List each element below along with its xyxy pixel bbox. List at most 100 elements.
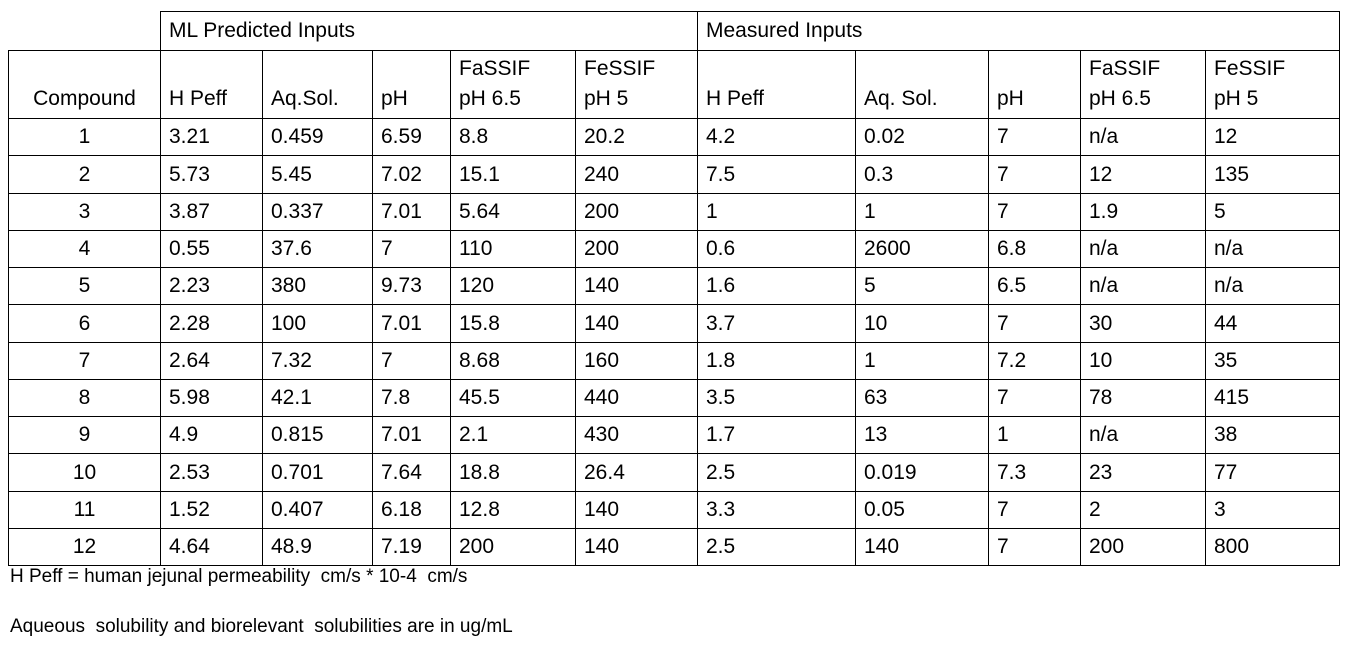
cell-text: 2.5 <box>706 535 736 558</box>
table-cell: 3.3 <box>697 491 856 529</box>
table-cell: 18.8 <box>450 453 576 492</box>
table-cell: 3.87 <box>160 193 263 231</box>
cell-text: n/a <box>1089 237 1119 260</box>
cell-text: 120 <box>459 274 495 297</box>
cell-text: 4 <box>78 237 91 260</box>
table-cell: 6.18 <box>372 491 451 529</box>
cell-text: 240 <box>584 162 620 186</box>
table-cell: 7.2 <box>988 342 1081 380</box>
cell-text: 48.9 <box>271 535 312 558</box>
table-cell: 44 <box>1205 304 1340 343</box>
table-cell: 1 <box>855 193 989 231</box>
cell-text: 2.53 <box>169 460 210 484</box>
cell-text: 160 <box>584 349 620 372</box>
table-cell: 380 <box>262 267 373 305</box>
cell-text: 20.2 <box>584 125 625 148</box>
table-cell: 12 <box>1080 155 1206 194</box>
note: H Peff = human jejunal permeability cm/s… <box>10 566 468 587</box>
table-cell: 3.5 <box>697 379 856 417</box>
cell-text: n/a <box>1089 125 1119 148</box>
cell-text: 12.8 <box>459 498 500 521</box>
table-cell: 2.64 <box>160 342 263 380</box>
cell-text: 0.05 <box>864 498 905 521</box>
cell-text: 1.8 <box>706 349 736 372</box>
table-cell: 3.7 <box>697 304 856 343</box>
cell-text: 13 <box>864 423 888 446</box>
cell-text: 7 <box>997 125 1009 148</box>
cell-text: ML Predicted Inputs <box>169 19 355 42</box>
cell-text: 9 <box>78 423 91 446</box>
table-cell: 6.5 <box>988 267 1081 305</box>
table-cell: 9 <box>8 416 161 454</box>
table-cell: 2 <box>1080 491 1206 529</box>
cell-text: pH <box>997 87 1024 110</box>
table-cell: 30 <box>1080 304 1206 343</box>
table-cell: 100 <box>262 304 373 343</box>
cell-text: 78 <box>1089 386 1113 409</box>
cell-text: 44 <box>1214 311 1238 335</box>
table-cell: 2.5 <box>697 528 856 566</box>
cell-text: 10 <box>864 311 888 335</box>
table-cell: 7 <box>372 230 451 268</box>
cell-text: 5 <box>78 274 91 297</box>
cell-text: H Peff <box>706 87 764 110</box>
table-cell: 140 <box>855 528 989 566</box>
column-header: FeSSIF pH 5 <box>575 50 698 119</box>
cell-text: 37.6 <box>271 237 312 260</box>
cell-text: 7.32 <box>271 349 312 372</box>
cell-text: 63 <box>864 386 888 409</box>
table-cell: 1.6 <box>697 267 856 305</box>
cell-text: Aq. Sol. <box>864 87 938 110</box>
table-cell: 0.3 <box>855 155 989 194</box>
cell-text: 7.01 <box>381 423 422 446</box>
table-cell: 5 <box>8 267 161 305</box>
cell-text: 3.7 <box>706 311 736 335</box>
cell-text: 7.3 <box>997 460 1027 484</box>
group-header: Measured Inputs <box>697 11 1340 51</box>
column-header: Compound <box>8 50 161 119</box>
table-cell: 7.01 <box>372 304 451 343</box>
table-cell: 7 <box>8 342 161 380</box>
table-cell: 7 <box>988 193 1081 231</box>
cell-text: 2.5 <box>706 460 736 484</box>
cell-text: 3.3 <box>706 498 736 521</box>
table-cell: 10 <box>8 453 161 492</box>
table-cell: 0.05 <box>855 491 989 529</box>
cell-text: 7 <box>381 349 393 372</box>
table-cell: 140 <box>575 491 698 529</box>
cell-text: 110 <box>459 237 493 260</box>
cell-text: 8.68 <box>459 349 500 372</box>
table-cell: 0.459 <box>262 118 373 156</box>
cell-text: 1 <box>997 423 1009 446</box>
table-cell: 240 <box>575 155 698 194</box>
cell-text: FeSSIF <box>584 57 656 80</box>
cell-text: 10 <box>72 460 97 484</box>
table-cell: 7.02 <box>372 155 451 194</box>
cell-text: 4.2 <box>706 125 736 148</box>
table-cell: 120 <box>450 267 576 305</box>
cell-text: 12 <box>72 535 97 558</box>
cell-text: 11 <box>73 498 96 521</box>
cell-text: pH <box>381 87 408 110</box>
table-cell: 42.1 <box>262 379 373 417</box>
cell-text: 3.5 <box>706 386 736 409</box>
table-cell: 8.68 <box>450 342 576 380</box>
table-cell: 4 <box>8 230 161 268</box>
table-cell: 8.8 <box>450 118 576 156</box>
table-cell: 0.02 <box>855 118 989 156</box>
cell-text: 7.64 <box>381 460 422 484</box>
cell-text: 6.18 <box>381 498 422 521</box>
cell-text: 3 <box>1214 498 1226 521</box>
table-cell: 35 <box>1205 342 1340 380</box>
table-cell: 1.9 <box>1080 193 1206 231</box>
table-cell: 3 <box>8 193 161 231</box>
table-cell: 10 <box>1080 342 1206 380</box>
cell-text: pH 5 <box>584 87 629 110</box>
cell-text: 7 <box>997 535 1009 558</box>
cell-text: FaSSIF <box>459 57 531 80</box>
cell-text: 7 <box>997 386 1009 409</box>
table-cell: 45.5 <box>450 379 576 417</box>
group-header: ML Predicted Inputs <box>160 11 698 51</box>
table-cell: 6.59 <box>372 118 451 156</box>
cell-text: 0.019 <box>864 460 917 484</box>
